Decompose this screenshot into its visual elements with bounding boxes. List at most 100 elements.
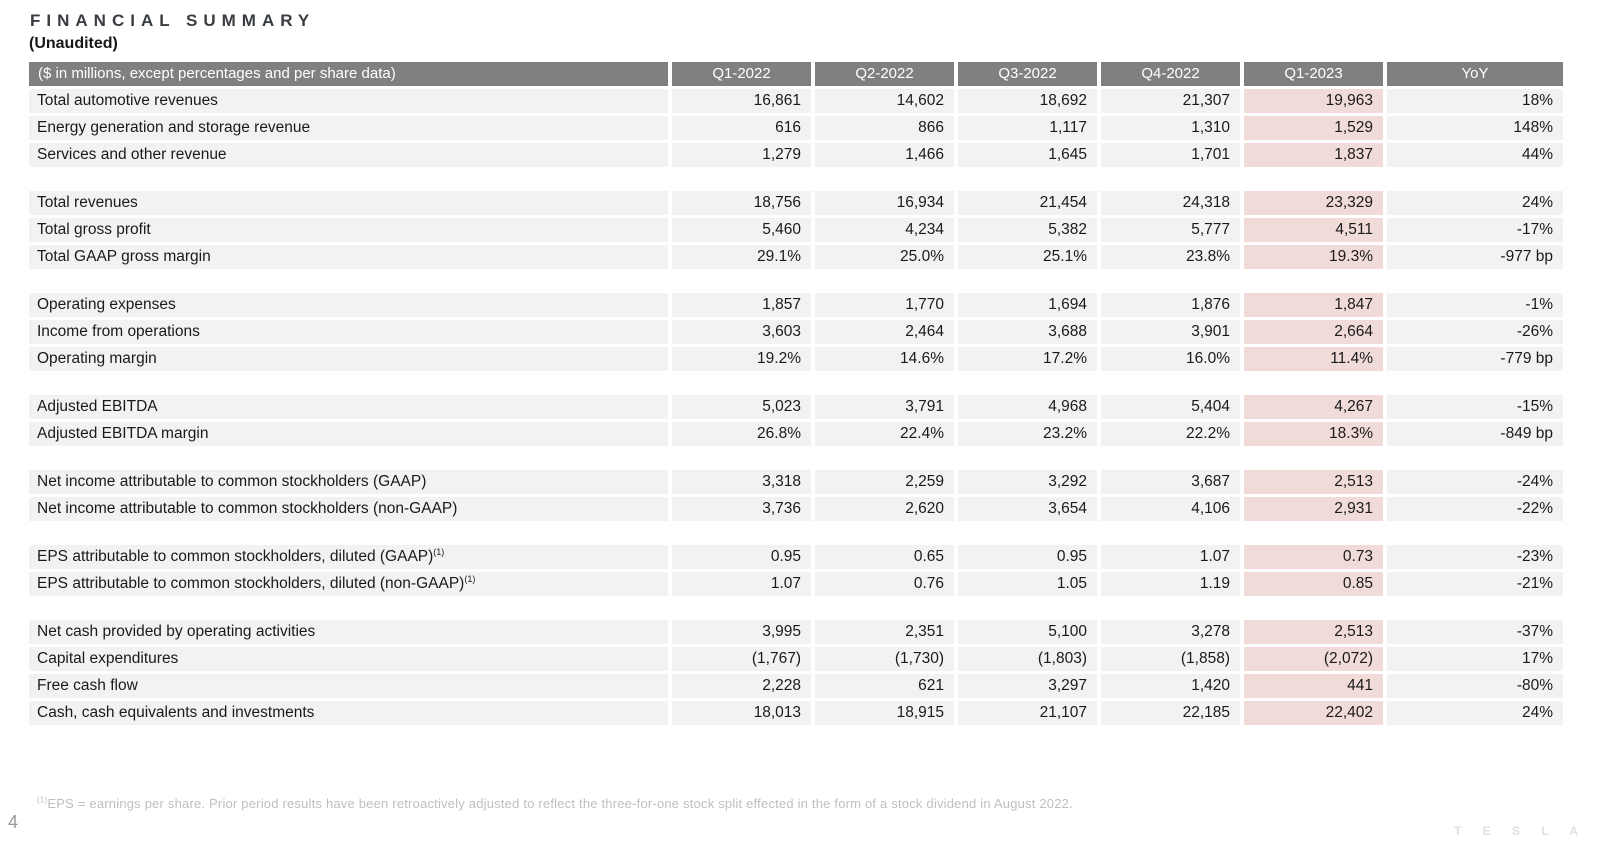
table-row: Total revenues 18,756 16,934 21,454 24,318 23… bbox=[29, 191, 1563, 215]
column-header-q2-2022: Q2-2022 bbox=[815, 62, 954, 86]
page-subtitle: (Unaudited) bbox=[29, 35, 118, 52]
footnote-marker: (1) bbox=[37, 795, 48, 805]
value-cell: 3,736 bbox=[672, 497, 811, 521]
value-cell: 25.0% bbox=[815, 245, 954, 269]
yoy-value-cell: 24% bbox=[1387, 191, 1563, 215]
value-cell: 18,915 bbox=[815, 701, 954, 725]
value-cell: 19,963 bbox=[1244, 89, 1383, 113]
financial-summary-table: ($ in millions, except percentages and p… bbox=[29, 62, 1563, 728]
row-label: EPS attributable to common stockholders,… bbox=[29, 572, 668, 596]
row-group: Total revenues 18,756 16,934 21,454 24,318 23… bbox=[29, 191, 1563, 269]
value-cell: 22,402 bbox=[1244, 701, 1383, 725]
value-cell: 2,513 bbox=[1244, 620, 1383, 644]
value-cell: 14.6% bbox=[815, 347, 954, 371]
financial-table-body: Total automotive revenues 16,861 14,602 18,… bbox=[29, 89, 1563, 725]
table-row: Adjusted EBITDA 5,023 3,791 4,968 5,404 4,267… bbox=[29, 395, 1563, 419]
yoy-value-cell: -17% bbox=[1387, 218, 1563, 242]
table-row: Operating expenses 1,857 1,770 1,694 1,876 1,… bbox=[29, 293, 1563, 317]
value-cell: 0.73 bbox=[1244, 545, 1383, 569]
row-label: Adjusted EBITDA margin bbox=[29, 422, 668, 446]
row-label: Net income attributable to common stockh… bbox=[29, 470, 668, 494]
row-group: Net income attributable to common stockh… bbox=[29, 470, 1563, 521]
value-cell: 5,023 bbox=[672, 395, 811, 419]
value-cell: 23.2% bbox=[958, 422, 1097, 446]
table-row: Operating margin 19.2% 14.6% 17.2% 16.0% 11.4… bbox=[29, 347, 1563, 371]
value-cell: 29.1% bbox=[672, 245, 811, 269]
value-cell: 21,307 bbox=[1101, 89, 1240, 113]
value-cell: 1,466 bbox=[815, 143, 954, 167]
yoy-value-cell: -23% bbox=[1387, 545, 1563, 569]
value-cell: 2,620 bbox=[815, 497, 954, 521]
column-header-q1-2023: Q1-2023 bbox=[1244, 62, 1383, 86]
yoy-value-cell: 24% bbox=[1387, 701, 1563, 725]
yoy-value-cell: 17% bbox=[1387, 647, 1563, 671]
value-cell: 3,995 bbox=[672, 620, 811, 644]
value-cell: 3,791 bbox=[815, 395, 954, 419]
value-cell: 4,267 bbox=[1244, 395, 1383, 419]
yoy-value-cell: -1% bbox=[1387, 293, 1563, 317]
value-cell: 4,234 bbox=[815, 218, 954, 242]
value-cell: 1.07 bbox=[1101, 545, 1240, 569]
value-cell: 18,013 bbox=[672, 701, 811, 725]
value-cell: 1,279 bbox=[672, 143, 811, 167]
value-cell: 3,318 bbox=[672, 470, 811, 494]
value-cell: 3,603 bbox=[672, 320, 811, 344]
value-cell: 2,228 bbox=[672, 674, 811, 698]
value-cell: 25.1% bbox=[958, 245, 1097, 269]
value-cell: 0.76 bbox=[815, 572, 954, 596]
value-cell: 18,692 bbox=[958, 89, 1097, 113]
value-cell: 1,847 bbox=[1244, 293, 1383, 317]
value-cell: 5,460 bbox=[672, 218, 811, 242]
value-cell: 0.95 bbox=[958, 545, 1097, 569]
value-cell: 5,100 bbox=[958, 620, 1097, 644]
table-row: Cash, cash equivalents and investments 18… bbox=[29, 701, 1563, 725]
value-cell: (1,730) bbox=[815, 647, 954, 671]
value-cell: 19.2% bbox=[672, 347, 811, 371]
row-label: Free cash flow bbox=[29, 674, 668, 698]
value-cell: 2,931 bbox=[1244, 497, 1383, 521]
value-cell: 621 bbox=[815, 674, 954, 698]
value-cell: 24,318 bbox=[1101, 191, 1240, 215]
table-row: Income from operations 3,603 2,464 3,688 3,9… bbox=[29, 320, 1563, 344]
yoy-value-cell: -779 bp bbox=[1387, 347, 1563, 371]
yoy-value-cell: -977 bp bbox=[1387, 245, 1563, 269]
value-cell: 1,117 bbox=[958, 116, 1097, 140]
value-cell: 3,654 bbox=[958, 497, 1097, 521]
row-label: Cash, cash equivalents and investments bbox=[29, 701, 668, 725]
table-row: Services and other revenue 1,279 1,466 1,64… bbox=[29, 143, 1563, 167]
table-row: Capital expenditures (1,767) (1,730) (1,803… bbox=[29, 647, 1563, 671]
value-cell: 16,861 bbox=[672, 89, 811, 113]
row-label: Services and other revenue bbox=[29, 143, 668, 167]
value-cell: 22,185 bbox=[1101, 701, 1240, 725]
row-label: EPS attributable to common stockholders,… bbox=[29, 545, 668, 569]
value-cell: 23.8% bbox=[1101, 245, 1240, 269]
value-cell: 4,511 bbox=[1244, 218, 1383, 242]
row-label: Total revenues bbox=[29, 191, 668, 215]
value-cell: (1,803) bbox=[958, 647, 1097, 671]
column-header-q3-2022: Q3-2022 bbox=[958, 62, 1097, 86]
row-label: Energy generation and storage revenue bbox=[29, 116, 668, 140]
footnote: (1)EPS = earnings per share. Prior perio… bbox=[37, 796, 1073, 811]
table-row: EPS attributable to common stockholders,… bbox=[29, 572, 1563, 596]
value-cell: 441 bbox=[1244, 674, 1383, 698]
column-header-q1-2022: Q1-2022 bbox=[672, 62, 811, 86]
value-cell: 4,106 bbox=[1101, 497, 1240, 521]
row-label: Adjusted EBITDA bbox=[29, 395, 668, 419]
value-cell: (2,072) bbox=[1244, 647, 1383, 671]
value-cell: 1,857 bbox=[672, 293, 811, 317]
yoy-value-cell: -37% bbox=[1387, 620, 1563, 644]
table-row: Total automotive revenues 16,861 14,602 18,… bbox=[29, 89, 1563, 113]
table-row: Energy generation and storage revenue 616… bbox=[29, 116, 1563, 140]
value-cell: 866 bbox=[815, 116, 954, 140]
value-cell: 11.4% bbox=[1244, 347, 1383, 371]
table-row: EPS attributable to common stockholders,… bbox=[29, 545, 1563, 569]
value-cell: 5,404 bbox=[1101, 395, 1240, 419]
yoy-value-cell: -21% bbox=[1387, 572, 1563, 596]
yoy-value-cell: -849 bp bbox=[1387, 422, 1563, 446]
column-header-yoy: YoY bbox=[1387, 62, 1563, 86]
value-cell: 3,687 bbox=[1101, 470, 1240, 494]
value-cell: 2,351 bbox=[815, 620, 954, 644]
yoy-value-cell: -80% bbox=[1387, 674, 1563, 698]
value-cell: 18,756 bbox=[672, 191, 811, 215]
value-cell: 3,278 bbox=[1101, 620, 1240, 644]
